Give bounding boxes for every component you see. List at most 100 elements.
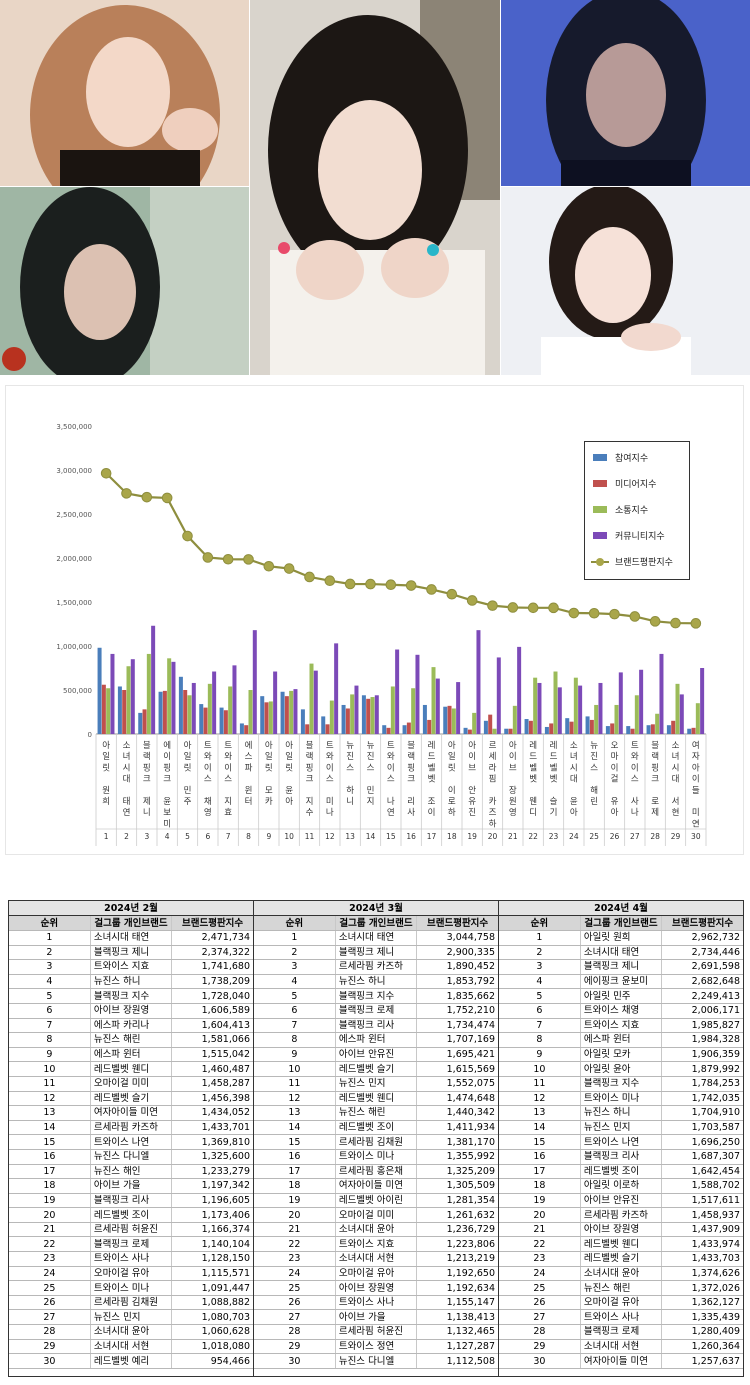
bar-참여지수-14	[361, 695, 366, 734]
legend-swatch	[593, 454, 607, 461]
brand-cell: 에스파 카리나	[90, 1018, 173, 1034]
score-cell: 1,260,364	[661, 1339, 743, 1355]
table-row: 11 오마이걸 미미 1,458,287	[9, 1076, 253, 1092]
table-row: 12 레드벨벳 슬기 1,456,398	[9, 1091, 253, 1107]
score-cell: 1,060,628	[171, 1324, 253, 1340]
score-cell: 1,197,342	[171, 1178, 253, 1194]
rank-cell: 14	[9, 1120, 91, 1136]
table-row: 21 아이브 장원영 1,437,909	[499, 1222, 743, 1238]
bar-미디어지수-23	[549, 723, 554, 734]
table-row: 6 아이브 장원영 1,606,589	[9, 1003, 253, 1019]
table-row: 24 오마이걸 유아 1,115,571	[9, 1266, 253, 1282]
bar-커뮤니티지수-3	[151, 625, 156, 734]
brand-cell: 르세라핌 카즈하	[335, 959, 418, 975]
category-rank: 10	[284, 832, 294, 841]
ranking-table: 2024년 4월 순위 걸그룹 개인브랜드 브랜드평판지수 1 아일릿 원희 2,962,7…	[499, 901, 743, 1369]
column-header: 브랜드평판지수	[416, 915, 498, 931]
brand-point-23	[548, 602, 559, 614]
score-cell: 1,604,413	[171, 1018, 253, 1034]
rank-cell: 18	[499, 1178, 581, 1194]
rank-cell: 23	[499, 1251, 581, 1267]
bar-커뮤니티지수-24	[578, 685, 583, 734]
legend-item: 브랜드평판지수	[585, 550, 689, 576]
bar-미디어지수-13	[345, 708, 350, 734]
table-row: 19 블랙핑크 리사 1,196,605	[9, 1193, 253, 1209]
bar-미디어지수-24	[569, 721, 574, 734]
brand-cell: 뉴진스 하니	[90, 974, 173, 990]
score-cell: 2,006,171	[661, 1003, 743, 1019]
category-rank: 12	[325, 832, 335, 841]
bar-소통지수-12	[329, 700, 334, 734]
rank-cell: 29	[499, 1339, 581, 1355]
rank-cell: 10	[9, 1061, 91, 1077]
table-row: 14 뉴진스 민지 1,703,587	[499, 1120, 743, 1136]
table-row: 15 트와이스 나연 1,369,810	[9, 1134, 253, 1150]
brand-cell: 소녀시대 윤아	[580, 1266, 663, 1282]
rank-cell: 19	[9, 1193, 91, 1209]
bar-커뮤니티지수-30	[700, 668, 705, 734]
brand-cell: 레드벨벳 웬디	[580, 1236, 663, 1253]
brand-cell: 블랙핑크 리사	[90, 1193, 173, 1209]
brand-cell: 아이브 장원영	[580, 1222, 663, 1238]
brand-cell: 에스파 윈터	[90, 1047, 173, 1063]
bar-소통지수-18	[451, 708, 456, 734]
brand-cell: 트와이스 미나	[90, 1280, 173, 1296]
table-row: 10 아일릿 윤아 1,879,992	[499, 1061, 743, 1077]
score-cell: 1,642,454	[661, 1164, 743, 1180]
score-cell: 1,115,571	[171, 1266, 253, 1282]
score-cell: 1,984,328	[661, 1032, 743, 1048]
brand-cell: 블랙핑크 제니	[335, 945, 418, 961]
brand-cell: 르세라핌 김채원	[335, 1134, 418, 1150]
bar-미디어지수-15	[386, 727, 391, 734]
brand-cell: 오마이걸 유아	[90, 1266, 173, 1282]
rank-cell: 11	[499, 1076, 581, 1092]
bar-참여지수-27	[626, 726, 631, 734]
column-header: 걸그룹 개인브랜드	[580, 915, 663, 931]
rank-cell: 2	[254, 945, 336, 961]
rank-cell: 19	[254, 1193, 336, 1209]
bar-소통지수-29	[675, 683, 680, 734]
bar-참여지수-11	[300, 709, 305, 734]
rank-cell: 27	[9, 1309, 91, 1326]
bar-커뮤니티지수-21	[517, 646, 522, 734]
category-rank: 20	[488, 832, 498, 841]
table-row: 18 아이브 가을 1,197,342	[9, 1178, 253, 1194]
score-cell: 1,696,250	[661, 1134, 743, 1150]
rank-cell: 1	[499, 930, 581, 946]
score-cell: 1,456,398	[171, 1091, 253, 1107]
score-cell: 1,738,209	[171, 974, 253, 990]
bar-소통지수-22	[533, 677, 538, 734]
table-row: 20 오마이걸 미미 1,261,632	[254, 1207, 498, 1223]
score-cell: 1,695,421	[416, 1047, 498, 1063]
score-cell: 1,173,406	[171, 1207, 253, 1223]
bar-미디어지수-11	[305, 724, 310, 734]
brand-cell: 레드벨벳 웬디	[335, 1091, 418, 1107]
table-row: 29 트와이스 정연 1,127,287	[254, 1339, 498, 1355]
brand-cell: 아이브 안유진	[580, 1193, 663, 1209]
table-row: 25 뉴진스 해린 1,372,026	[499, 1280, 743, 1296]
bar-참여지수-21	[504, 728, 509, 734]
rank-cell: 2	[9, 945, 91, 961]
brand-cell: 트와이스 미나	[335, 1149, 418, 1165]
brand-point-15	[385, 579, 397, 591]
brand-cell: 소녀시대 태연	[90, 930, 173, 946]
brand-cell: 뉴진스 민지	[580, 1120, 663, 1136]
rank-cell: 26	[9, 1295, 91, 1311]
brand-cell: 뉴진스 다니엘	[90, 1149, 173, 1165]
score-cell: 1,381,170	[416, 1134, 498, 1150]
brand-cell: 소녀시대 서현	[90, 1339, 173, 1355]
bar-미디어지수-7	[223, 710, 228, 734]
table-row: 5 블랙핑크 지수 1,728,040	[9, 988, 253, 1004]
column-header: 걸그룹 개인브랜드	[90, 915, 173, 931]
bar-미디어지수-18	[447, 705, 452, 734]
rank-cell: 4	[499, 974, 581, 990]
bar-참여지수-10	[280, 691, 285, 734]
rank-cell: 19	[499, 1193, 581, 1209]
ranking-table: 2024년 2월 순위 걸그룹 개인브랜드 브랜드평판지수 1 소녀시대 태연 2,471,…	[9, 901, 253, 1369]
